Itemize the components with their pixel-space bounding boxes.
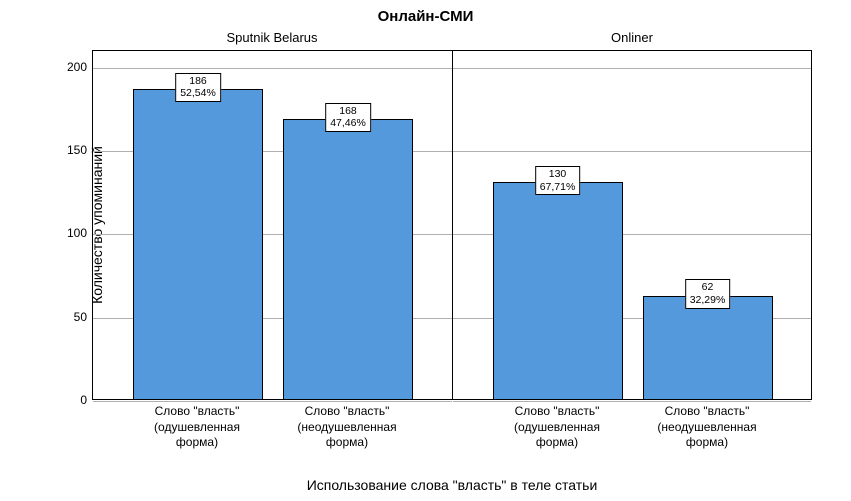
- gridline: [453, 151, 812, 152]
- chart-title: Онлайн-СМИ: [0, 8, 851, 25]
- data-label: 6232,29%: [685, 279, 731, 308]
- gridline: [93, 401, 452, 402]
- data-label: 13067,71%: [535, 166, 581, 195]
- x-tick-label: Слово "власть"(неодушевленнаяформа): [632, 404, 782, 451]
- panel-title-0: Sputnik Belarus: [92, 30, 452, 45]
- y-tick-label: 0: [80, 393, 87, 407]
- y-tick-label: 50: [74, 310, 87, 324]
- bar: [643, 296, 773, 399]
- x-axis-label: Использование слова "власть" в теле стат…: [92, 477, 812, 493]
- plot-area: 18652,54% 16847,46% 13067,71% 6232,29%: [92, 50, 812, 400]
- data-label: 16847,46%: [325, 103, 371, 132]
- panel-1: 13067,71% 6232,29%: [452, 50, 813, 400]
- gridline: [453, 401, 812, 402]
- bar: [493, 182, 623, 399]
- gridline: [93, 68, 452, 69]
- y-tick-label: 200: [67, 60, 87, 74]
- y-tick-label: 100: [67, 226, 87, 240]
- chart-container: Онлайн-СМИ Sputnik Belarus Onliner Колич…: [0, 0, 851, 501]
- x-tick-label: Слово "власть"(неодушевленнаяформа): [272, 404, 422, 451]
- panel-0: 18652,54% 16847,46%: [92, 50, 452, 400]
- panel-title-1: Onliner: [452, 30, 812, 45]
- bar: [283, 119, 413, 399]
- gridline: [453, 68, 812, 69]
- x-tick-label: Слово "власть"(одушевленнаяформа): [122, 404, 272, 451]
- x-tick-label: Слово "власть"(одушевленнаяформа): [482, 404, 632, 451]
- data-label: 18652,54%: [175, 73, 221, 102]
- panel-titles: Sputnik Belarus Onliner: [92, 30, 812, 45]
- y-tick-label: 150: [67, 143, 87, 157]
- bar: [133, 89, 263, 399]
